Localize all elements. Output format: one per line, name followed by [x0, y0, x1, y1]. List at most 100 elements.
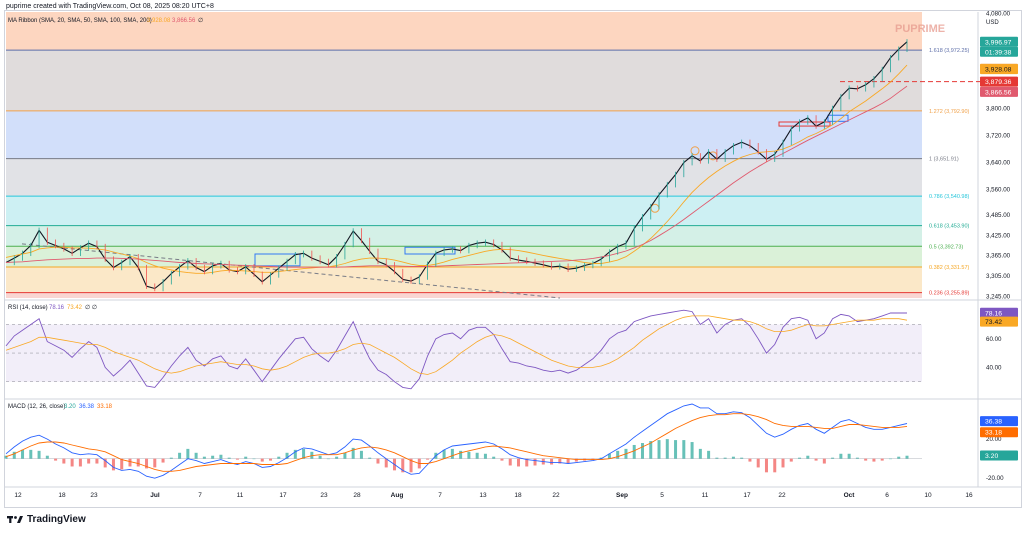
macd-histogram-bar — [442, 449, 446, 459]
badge-rsi-1-bg — [980, 307, 1018, 318]
macd-histogram-bar — [21, 449, 25, 459]
price-axis-tick: 3,640.00 — [986, 160, 1011, 167]
fib-level-label: 0.5 (3,392.73) — [929, 244, 963, 250]
time-axis-tick: Aug — [391, 492, 404, 499]
consolidation-box[interactable] — [827, 114, 849, 122]
price-axis-tick: 3,485.00 — [986, 212, 1011, 219]
time-axis-tick: 13 — [479, 492, 487, 499]
macd-axis-tick: -20.00 — [986, 475, 1004, 482]
price-axis-tick: 3,365.00 — [986, 253, 1011, 260]
time-axis-tick: 16 — [965, 492, 973, 499]
time-axis-tick: 23 — [320, 492, 328, 499]
macd-histogram-bar — [798, 457, 802, 459]
tradingview-logo[interactable]: TradingView — [7, 514, 86, 525]
macd-histogram-bar — [351, 447, 355, 459]
fib-level-label: 1.272 (3,792.90) — [929, 109, 970, 115]
macd-histogram-bar — [781, 458, 785, 468]
macd-histogram-bar — [665, 439, 669, 459]
macd-histogram-bar — [657, 440, 661, 459]
macd-histogram-bar — [508, 458, 512, 466]
macd-histogram-bar — [682, 440, 686, 459]
time-axis-tick: 11 — [237, 492, 244, 499]
ma-legend-value-2: 3,866.56 — [172, 18, 196, 24]
macd-histogram-bar — [847, 453, 851, 459]
macd-histogram-bar — [864, 458, 868, 461]
rsi-ma-line — [5, 315, 908, 375]
macd-histogram-bar — [550, 458, 554, 465]
time-axis-tick: 18 — [58, 492, 66, 499]
attribution-text: puprime created with TradingView.com, Oc… — [6, 3, 214, 10]
badge-countdown: 01:39:38 — [985, 49, 1012, 56]
macd-histogram-bar — [12, 451, 16, 459]
badge-ma200: 3,866.56 — [985, 89, 1012, 96]
macd-histogram-bar — [376, 458, 380, 464]
macd-histogram-bar — [574, 458, 578, 462]
macd-histogram-bar — [731, 456, 735, 459]
macd-histogram-bar — [616, 450, 620, 459]
badge-rsi-2-bg — [980, 316, 1018, 327]
badge-price-bg — [980, 36, 1018, 47]
rsi-axis-tick: 60.00 — [986, 336, 1002, 343]
time-axis-tick: 18 — [514, 492, 522, 499]
consolidation-box[interactable] — [254, 253, 301, 267]
puprime-watermark: PUPRIME — [895, 23, 945, 35]
badge-countdown-bg — [980, 46, 1018, 57]
macd-histogram-bar — [401, 458, 405, 473]
macd-histogram-bar — [293, 449, 297, 459]
time-axis-tick: 23 — [90, 492, 98, 499]
macd-histogram-bar — [235, 458, 239, 460]
macd-histogram-bar — [632, 444, 636, 459]
macd-histogram-bar — [599, 457, 603, 459]
badge-ma200-bg — [980, 86, 1018, 97]
fib-level-label: 0.786 (3,540.98) — [929, 194, 970, 200]
macd-histogram-bar — [872, 458, 876, 462]
macd-histogram-bar — [880, 458, 884, 461]
fib-zone — [6, 292, 922, 298]
time-axis-tick: 10 — [924, 492, 932, 499]
consolidation-box[interactable] — [404, 246, 456, 255]
fib-zone — [6, 196, 922, 226]
fib-level-label: 0.618 (3,453.90) — [929, 224, 970, 230]
price-axis-tick: 3,305.00 — [986, 273, 1011, 280]
rsi-legend-tail: ∅ ∅ — [85, 304, 97, 311]
macd-histogram-bar — [715, 457, 719, 459]
tradingview-logo-icon — [7, 516, 23, 523]
macd-histogram-bar — [169, 457, 173, 459]
rsi-legend: RSI (14, close) — [8, 305, 48, 311]
macd-histogram-bar — [690, 442, 694, 459]
badge-red-line: 3,879.36 — [985, 79, 1012, 86]
macd-histogram-bar — [136, 458, 140, 467]
macd-histogram-bar — [277, 456, 281, 459]
pattern-circle-marker — [690, 146, 700, 156]
price-axis-tick: 3,720.00 — [986, 133, 1011, 140]
macd-histogram-bar — [368, 457, 372, 459]
badge-macd-2: 33.18 — [985, 430, 1002, 437]
macd-histogram-bar — [227, 457, 231, 459]
macd-histogram-bar — [525, 458, 529, 467]
badge-rsi-1: 78.16 — [985, 310, 1002, 317]
macd-histogram-bar — [764, 458, 768, 473]
macd-histogram-bar — [269, 458, 273, 461]
badge-rsi-2: 73.42 — [985, 319, 1002, 326]
badge-macd-1: 36.38 — [985, 419, 1002, 426]
time-axis-tick: Sep — [616, 492, 628, 499]
macd-histogram-bar — [252, 458, 256, 460]
macd-histogram-bar — [128, 458, 132, 467]
macd-histogram-bar — [897, 456, 901, 459]
chart-frame — [4, 10, 1022, 508]
macd-histogram-bar — [285, 452, 289, 459]
fib-level-label: 0.236 (3,255.89) — [929, 291, 970, 297]
badge-macd-3-bg — [980, 450, 1018, 461]
rsi-legend-value-2: 73.42 — [67, 305, 83, 311]
time-axis-tick: 6 — [885, 492, 889, 499]
macd-histogram-bar — [178, 452, 182, 459]
macd-histogram-bar — [194, 452, 198, 459]
macd-histogram-bar — [343, 452, 347, 459]
macd-histogram-bar — [29, 449, 33, 459]
fib-level-label: 1 (3,651.91) — [929, 157, 959, 163]
badge-macd-2-bg — [980, 427, 1018, 438]
resistance-box[interactable] — [778, 121, 831, 127]
macd-legend-value-1: 3.20 — [64, 404, 76, 410]
macd-histogram-bar — [153, 458, 157, 468]
